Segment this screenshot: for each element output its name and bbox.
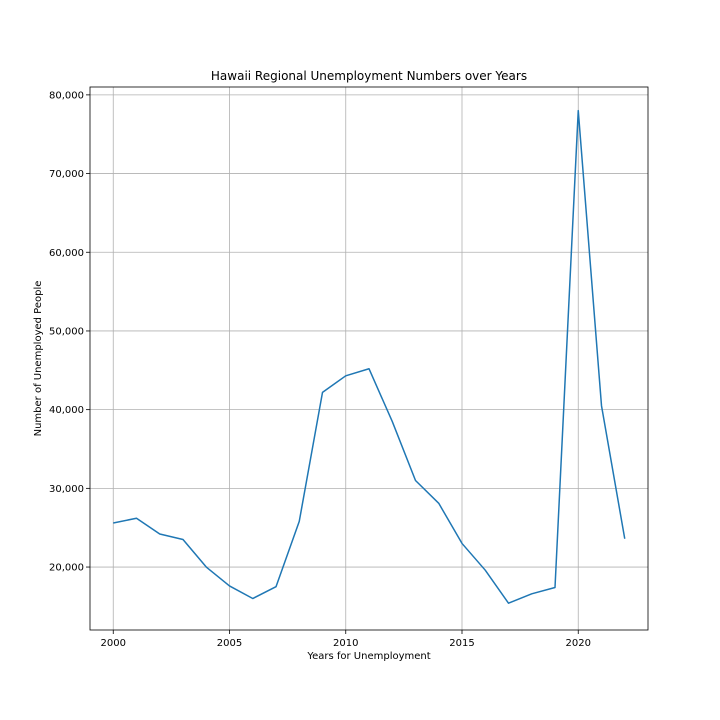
x-axis-ticks: 2000 2005 2010 2015 2020 [101,630,591,649]
y-axis-ticks: 20,000 30,000 40,000 50,000 60,000 70,000 80,0… [49,90,90,574]
series-layer [113,109,626,604]
x-tick-label: 2000 [101,638,126,649]
chart-title: Hawaii Regional Unemployment Numbers ove… [211,69,527,83]
x-axis-label: Years for Unemployment [306,651,430,662]
y-tick-label: 30,000 [49,484,84,495]
y-tick-label: 80,000 [49,90,84,101]
x-tick-label: 2010 [333,638,358,649]
plot-frame [89,86,649,631]
y-tick-label: 40,000 [49,405,84,416]
x-tick-label: 2020 [566,638,591,649]
y-axis-label: Number of Unemployed People [33,281,44,437]
y-tick-label: 60,000 [49,248,84,259]
series-line [113,109,626,604]
x-tick-label: 2005 [217,638,242,649]
y-tick-label: 20,000 [49,563,84,574]
y-tick-label: 50,000 [49,326,84,337]
y-tick-label: 70,000 [49,169,84,180]
x-tick-label: 2015 [449,638,474,649]
grid-lines [90,87,648,630]
